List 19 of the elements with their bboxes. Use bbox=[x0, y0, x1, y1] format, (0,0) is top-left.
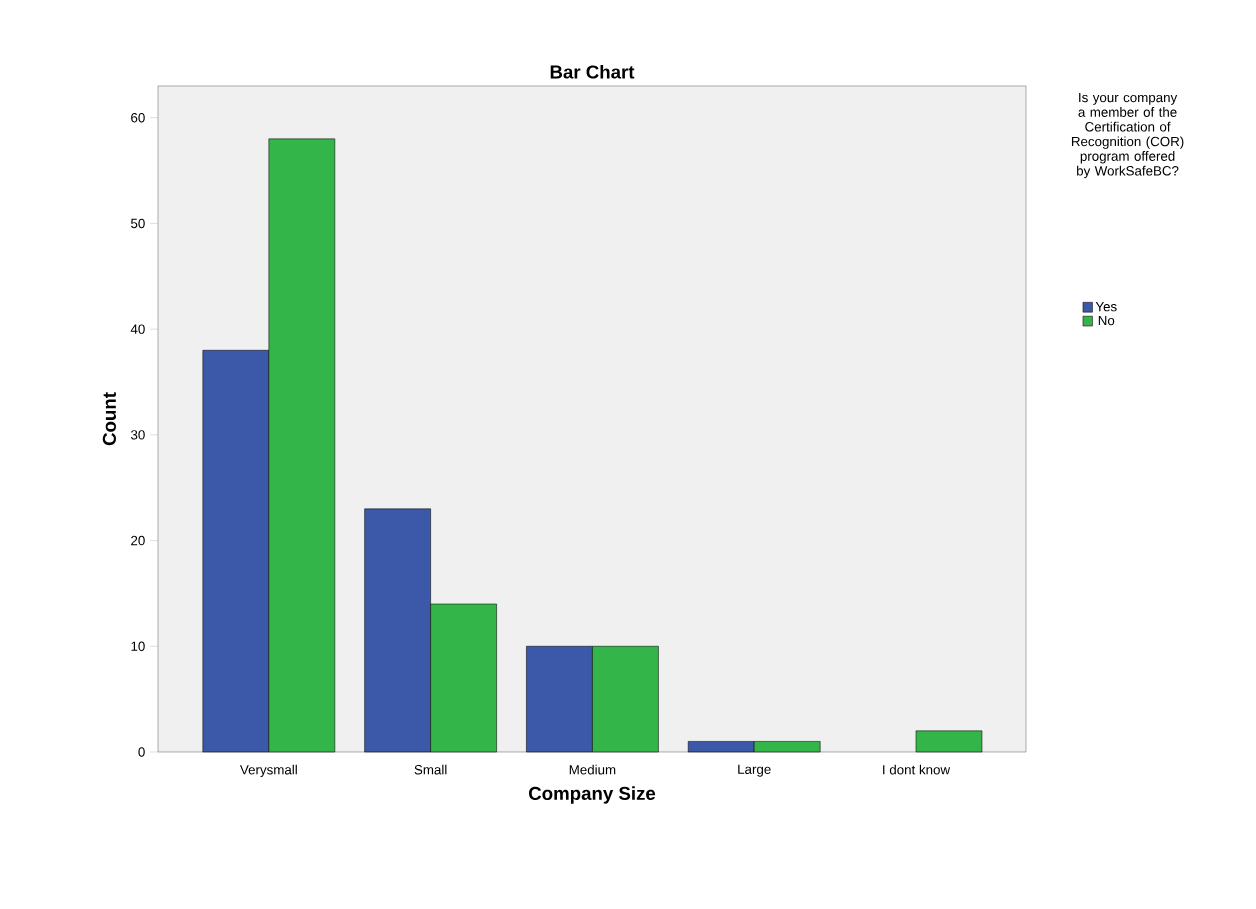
y-axis-title: Count bbox=[102, 392, 116, 446]
y-tick-label: 0 bbox=[138, 747, 145, 757]
y-tick-label: 40 bbox=[130, 324, 145, 334]
legend-label: No bbox=[1098, 315, 1115, 326]
y-tick-label: 60 bbox=[131, 112, 145, 123]
x-tick-label: Large bbox=[738, 764, 771, 777]
bar bbox=[915, 730, 983, 753]
x-tick-label: Small bbox=[414, 764, 447, 775]
legend-label: Yes bbox=[1095, 302, 1117, 312]
x-tick-label: Verysmall bbox=[240, 764, 297, 778]
y-tick-label: 50 bbox=[131, 218, 145, 229]
x-tick-label: I dont know bbox=[883, 764, 951, 775]
chart-title: Bar Chart bbox=[550, 64, 635, 79]
y-tick-label: 30 bbox=[130, 430, 145, 440]
y-tick-label: 20 bbox=[131, 535, 145, 546]
legend-title: Is your company a member of the Certification of Recognition (COR) program offered by WorkSafeBC? bbox=[1071, 92, 1184, 179]
x-tick-label: Medium bbox=[569, 764, 616, 775]
x-axis-title: Company Size bbox=[528, 786, 656, 804]
y-tick-label: 10 bbox=[131, 641, 145, 651]
